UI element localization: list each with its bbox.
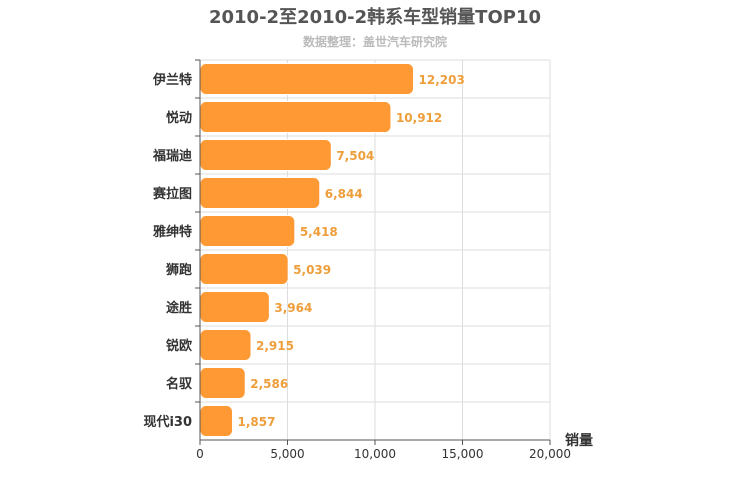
value-label: 5,418 (300, 225, 338, 239)
bar (199, 329, 252, 361)
value-label: 7,504 (336, 149, 374, 163)
category-label: 福瑞迪 (152, 148, 192, 164)
category-label: 赛拉图 (152, 186, 192, 202)
value-label: 5,039 (293, 263, 331, 277)
x-tick-label: 0 (196, 447, 204, 461)
bar (199, 291, 270, 323)
category-label: 狮跑 (165, 262, 192, 278)
x-tick-label: 5,000 (270, 447, 304, 461)
bar (199, 253, 289, 285)
chart-subtitle: 数据整理：盖世汽车研究院 (303, 34, 447, 49)
bars: 12,203 10,912 7,504 6,844 5,418 5,039 3,964 2,9… (199, 63, 465, 437)
axes: 0 5,000 10,000 15,000 20,000 伊兰特悦动福瑞迪赛拉图雅绅特狮跑… (143, 59, 571, 461)
bar (199, 177, 321, 209)
bar (199, 367, 246, 399)
category-label: 伊兰特 (152, 72, 192, 88)
value-label: 2,586 (250, 377, 288, 391)
bar (199, 139, 332, 171)
value-label: 3,964 (274, 301, 312, 315)
value-label: 12,203 (419, 73, 465, 87)
category-label: 悦动 (166, 110, 192, 126)
x-axis-title: 销量 (565, 432, 593, 449)
value-label: 6,844 (325, 187, 363, 201)
x-tick-label: 10,000 (354, 447, 396, 461)
category-label: 现代i30 (143, 414, 192, 430)
category-label: 雅绅特 (153, 224, 192, 240)
bar (199, 215, 296, 247)
chart-title: 2010-2至2010-2韩系车型销量TOP10 (209, 6, 541, 28)
category-label: 名驭 (166, 376, 193, 392)
bar (199, 63, 415, 95)
x-tick-label: 20,000 (529, 447, 571, 461)
value-label: 2,915 (256, 339, 294, 353)
value-label: 1,857 (237, 415, 275, 429)
x-tick-label: 15,000 (442, 447, 484, 461)
category-label: 途胜 (166, 300, 192, 316)
value-label: 10,912 (396, 111, 442, 125)
bar (199, 405, 233, 437)
bar (199, 101, 392, 133)
category-label: 锐欧 (166, 338, 192, 354)
